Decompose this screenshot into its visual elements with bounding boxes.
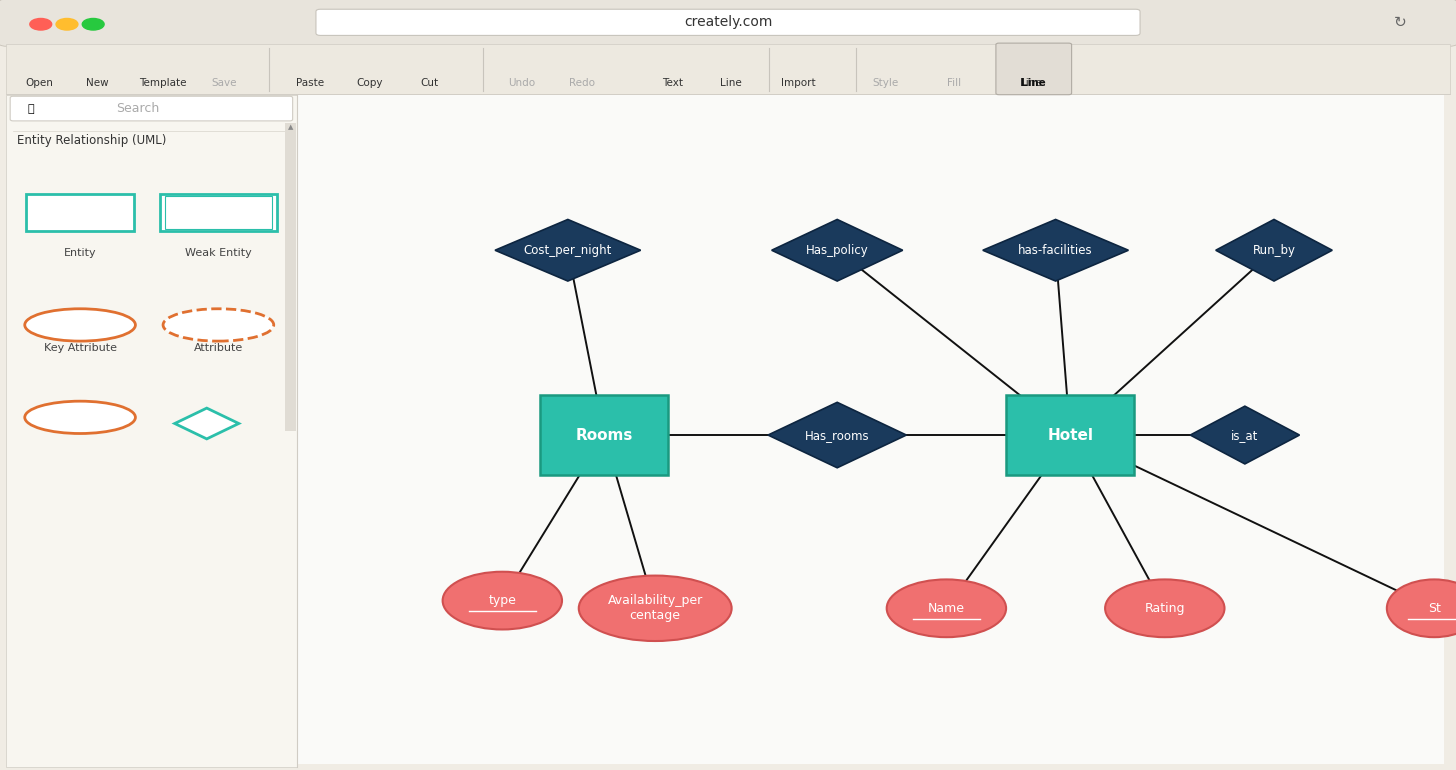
Text: Fill: Fill: [946, 79, 961, 88]
Ellipse shape: [1386, 580, 1456, 638]
Text: Text: Text: [662, 79, 683, 88]
Ellipse shape: [887, 580, 1006, 638]
Text: ↻: ↻: [1395, 15, 1406, 30]
Text: New: New: [86, 79, 109, 88]
FancyBboxPatch shape: [160, 194, 277, 231]
Text: Line: Line: [1021, 79, 1041, 88]
Polygon shape: [175, 408, 239, 439]
Text: Search: Search: [116, 102, 160, 115]
FancyBboxPatch shape: [10, 96, 293, 121]
FancyBboxPatch shape: [540, 395, 668, 476]
Text: Import: Import: [780, 79, 815, 88]
Text: Save: Save: [211, 79, 237, 88]
FancyBboxPatch shape: [26, 194, 134, 231]
Text: Open: Open: [25, 79, 54, 88]
Circle shape: [82, 18, 105, 30]
Text: Copy: Copy: [357, 79, 383, 88]
Text: Entity: Entity: [64, 248, 96, 257]
Ellipse shape: [1105, 580, 1224, 638]
Text: Weak Entity: Weak Entity: [185, 248, 252, 257]
Bar: [298, 95, 1444, 764]
Text: Attribute: Attribute: [194, 343, 243, 353]
Text: Hotel: Hotel: [1047, 427, 1093, 443]
Ellipse shape: [25, 401, 135, 434]
Text: Key Attribute: Key Attribute: [44, 343, 116, 353]
Text: Run_by: Run_by: [1252, 244, 1296, 256]
Text: 🔍: 🔍: [28, 104, 33, 113]
Circle shape: [29, 18, 52, 30]
Text: St: St: [1428, 602, 1440, 614]
Ellipse shape: [579, 576, 731, 641]
Polygon shape: [1190, 407, 1299, 464]
Ellipse shape: [163, 309, 274, 341]
Bar: [285, 123, 296, 431]
Circle shape: [55, 18, 77, 30]
Polygon shape: [1216, 219, 1332, 281]
Text: Cost_per_night: Cost_per_night: [524, 244, 612, 256]
Text: Template: Template: [140, 79, 186, 88]
Text: Cut: Cut: [421, 79, 438, 88]
Ellipse shape: [25, 309, 135, 341]
Text: has-facilities: has-facilities: [1018, 244, 1093, 256]
Text: creately.com: creately.com: [684, 15, 772, 29]
Text: Rooms: Rooms: [575, 427, 633, 443]
Text: Undo: Undo: [508, 79, 534, 88]
Polygon shape: [983, 219, 1128, 281]
Text: Style: Style: [872, 79, 898, 88]
Text: Line: Line: [721, 79, 741, 88]
Bar: [6, 44, 1450, 94]
Text: Paste: Paste: [296, 79, 325, 88]
Text: Availability_per
centage: Availability_per centage: [607, 594, 703, 622]
FancyBboxPatch shape: [0, 0, 1456, 46]
Ellipse shape: [443, 571, 562, 630]
Text: type: type: [488, 594, 517, 607]
Text: Name: Name: [927, 602, 965, 614]
Text: ▲: ▲: [288, 124, 293, 130]
Polygon shape: [495, 219, 641, 281]
Bar: [6, 95, 297, 767]
Text: Has_rooms: Has_rooms: [805, 429, 869, 441]
Polygon shape: [772, 219, 903, 281]
Text: is_at: is_at: [1232, 429, 1258, 441]
FancyBboxPatch shape: [1006, 395, 1134, 476]
Text: Has_policy: Has_policy: [805, 244, 869, 256]
Text: Redo: Redo: [569, 79, 596, 88]
Text: Entity Relationship (UML): Entity Relationship (UML): [17, 134, 167, 146]
Text: Line: Line: [1022, 79, 1045, 88]
FancyBboxPatch shape: [316, 9, 1140, 35]
FancyBboxPatch shape: [996, 43, 1072, 95]
Polygon shape: [769, 403, 906, 468]
Text: Rating: Rating: [1144, 602, 1185, 614]
